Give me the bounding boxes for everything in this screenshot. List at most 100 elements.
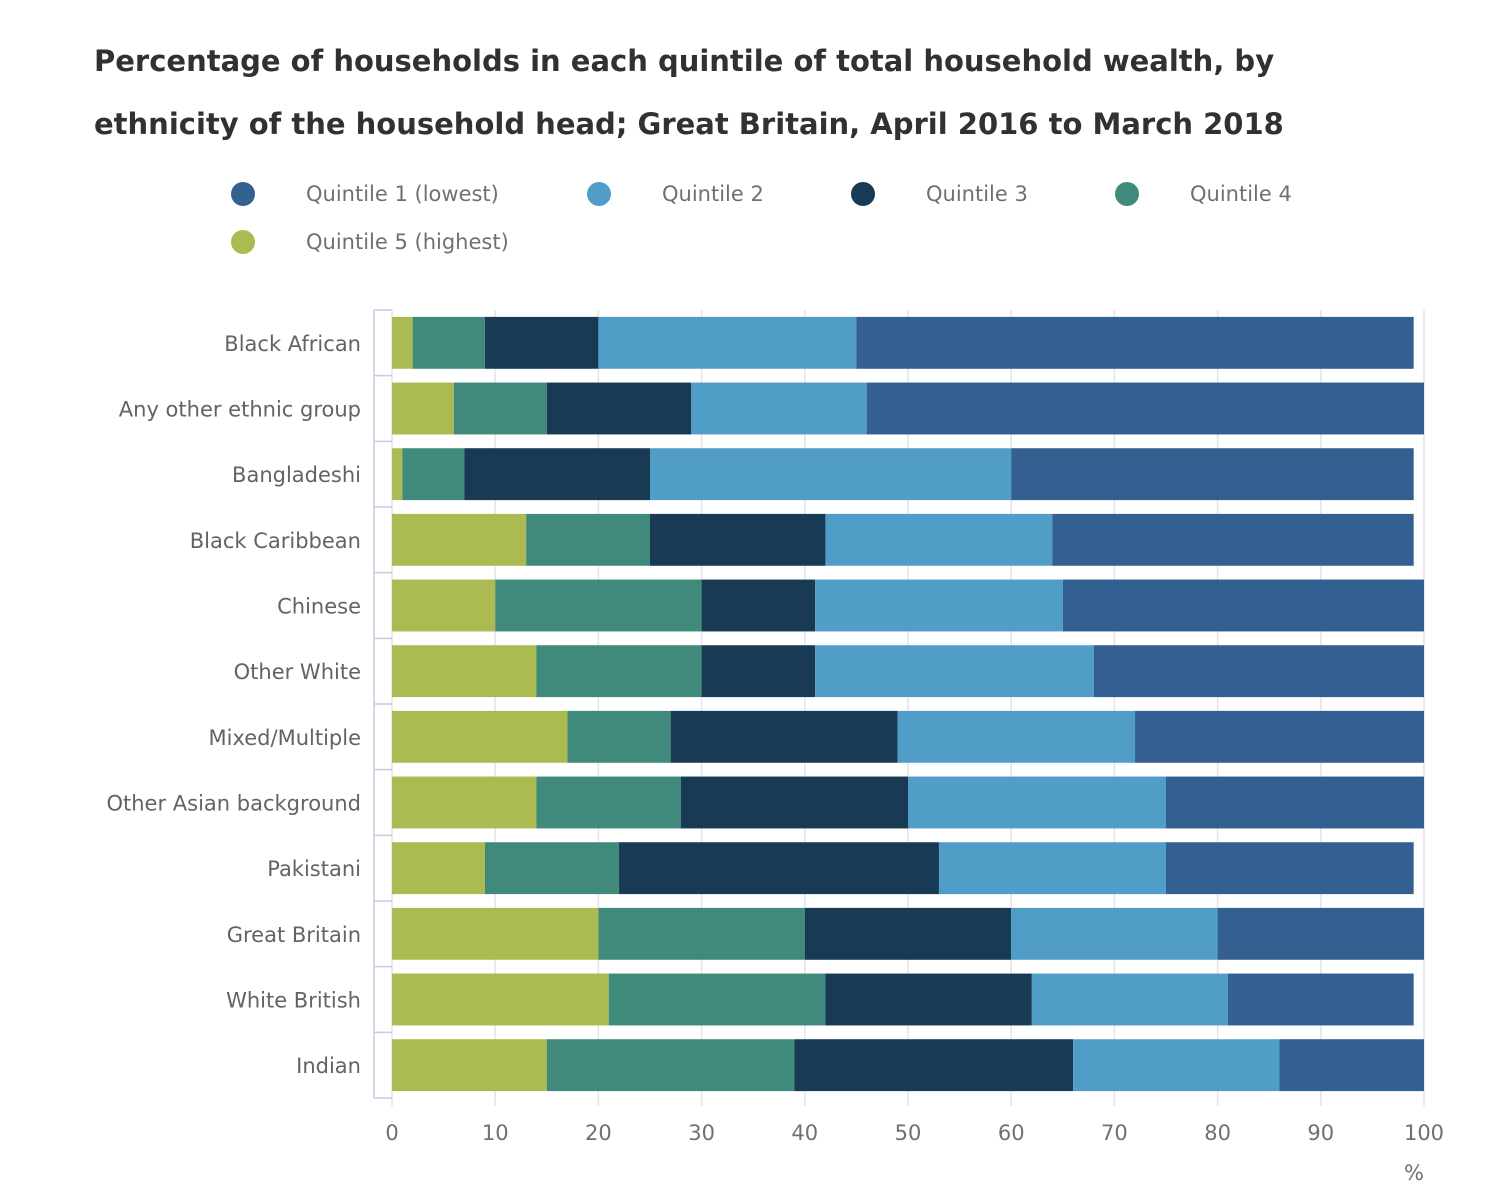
bar-bangladeshi-quintile-5-highest[interactable] [392,448,403,501]
bar-pakistani-quintile-4[interactable] [484,842,620,895]
bar-pakistani-quintile-2[interactable] [938,842,1166,895]
legend-label-quintile-5: Quintile 5 (highest) [306,230,509,254]
bar-great-britain-quintile-2[interactable] [1011,907,1218,960]
y-tick-label-mixed-multiple: Mixed/Multiple [209,726,361,750]
bar-mixed-multiple-quintile-5-highest[interactable] [392,710,568,763]
legend-marker-quintile-5 [231,230,255,254]
bar-bangladeshi-quintile-4[interactable] [402,448,465,501]
bar-indian-quintile-1-lowest[interactable] [1279,1039,1424,1092]
bar-black-caribbean-quintile-2[interactable] [825,513,1053,566]
y-tick-label-white-british: White British [226,989,361,1013]
y-tick-label-any-other-ethnic-group: Any other ethnic group [119,398,361,422]
legend-label-quintile-1: Quintile 1 (lowest) [306,182,499,206]
bar-black-caribbean-quintile-4[interactable] [526,513,650,566]
gridlines [391,310,1425,1106]
bar-great-britain-quintile-4[interactable] [598,907,805,960]
bar-great-britain-quintile-1-lowest[interactable] [1217,907,1424,960]
legend-item-quintile-5[interactable]: Quintile 5 (highest) [231,230,509,254]
x-tick-label-80: 80 [1204,1121,1231,1145]
bar-black-african-quintile-2[interactable] [598,316,857,369]
bar-bangladeshi-quintile-2[interactable] [650,448,1012,501]
bar-any-other-ethnic-group-quintile-5-highest[interactable] [392,382,454,435]
legend-label-quintile-3: Quintile 3 [926,182,1028,206]
bar-pakistani-quintile-1-lowest[interactable] [1166,842,1414,895]
bar-any-other-ethnic-group-quintile-3[interactable] [546,382,692,435]
chart-title: Percentage of households in each quintil… [94,30,1394,156]
bar-black-african-quintile-3[interactable] [484,316,599,369]
bar-chinese-quintile-1-lowest[interactable] [1062,579,1424,632]
bar-bangladeshi-quintile-3[interactable] [464,448,650,501]
bar-chinese-quintile-3[interactable] [701,579,816,632]
bars [392,316,1424,1092]
bar-pakistani-quintile-3[interactable] [619,842,939,895]
legend-label-quintile-2: Quintile 2 [662,182,764,206]
legend-label-quintile-4: Quintile 4 [1190,182,1292,206]
x-tick-label-60: 60 [998,1121,1025,1145]
bar-other-asian-background-quintile-1-lowest[interactable] [1166,776,1424,829]
bar-white-british-quintile-5-highest[interactable] [392,973,609,1026]
legend-item-quintile-1[interactable]: Quintile 1 (lowest) [231,182,499,206]
bar-mixed-multiple-quintile-4[interactable] [567,710,671,763]
bar-pakistani-quintile-5-highest[interactable] [392,842,485,895]
bar-black-caribbean-quintile-1-lowest[interactable] [1052,513,1414,566]
legend-marker-quintile-1 [231,182,255,206]
legend-marker-quintile-4 [1115,182,1139,206]
bar-white-british-quintile-2[interactable] [1031,973,1228,1026]
bar-mixed-multiple-quintile-1-lowest[interactable] [1135,710,1424,763]
bar-indian-quintile-3[interactable] [794,1039,1074,1092]
bar-other-white-quintile-3[interactable] [701,645,816,698]
y-tick-label-indian: Indian [296,1054,361,1078]
bar-white-british-quintile-1-lowest[interactable] [1227,973,1414,1026]
legend-item-quintile-4[interactable]: Quintile 4 [1115,182,1292,206]
bar-other-white-quintile-1-lowest[interactable] [1093,645,1424,698]
bar-other-white-quintile-2[interactable] [815,645,1094,698]
y-tick-label-black-caribbean: Black Caribbean [190,529,361,553]
bar-black-african-quintile-1-lowest[interactable] [856,316,1414,369]
bar-indian-quintile-2[interactable] [1073,1039,1280,1092]
bar-other-asian-background-quintile-4[interactable] [536,776,681,829]
bar-chinese-quintile-2[interactable] [815,579,1063,632]
bar-indian-quintile-5-highest[interactable] [392,1039,547,1092]
bar-black-african-quintile-4[interactable] [412,316,485,369]
y-tick-label-other-asian-background: Other Asian background [106,792,361,816]
x-tick-label-70: 70 [1101,1121,1128,1145]
x-tick-label-50: 50 [895,1121,922,1145]
bar-other-asian-background-quintile-5-highest[interactable] [392,776,537,829]
bar-bangladeshi-quintile-1-lowest[interactable] [1011,448,1414,501]
bar-mixed-multiple-quintile-3[interactable] [670,710,898,763]
bar-other-white-quintile-5-highest[interactable] [392,645,537,698]
bar-other-asian-background-quintile-2[interactable] [908,776,1166,829]
bar-any-other-ethnic-group-quintile-1-lowest[interactable] [866,382,1424,435]
bar-black-caribbean-quintile-5-highest[interactable] [392,513,527,566]
legend-marker-quintile-3 [851,182,875,206]
bar-any-other-ethnic-group-quintile-2[interactable] [691,382,867,435]
x-tick-label-90: 90 [1307,1121,1334,1145]
x-axis-label: % [1404,1161,1424,1185]
bar-indian-quintile-4[interactable] [546,1039,795,1092]
bar-mixed-multiple-quintile-2[interactable] [897,710,1136,763]
bar-white-british-quintile-3[interactable] [825,973,1032,1026]
y-axis: Black African Any other ethnic group Bangl… [106,309,392,1099]
x-tick-label-10: 10 [482,1121,509,1145]
chart-legend: Quintile 1 (lowest) Quintile 2 Quintile … [0,0,1496,270]
bar-chinese-quintile-5-highest[interactable] [392,579,496,632]
y-tick-label-other-white: Other White [234,660,361,684]
bar-great-britain-quintile-5-highest[interactable] [392,907,599,960]
bar-chinese-quintile-4[interactable] [495,579,702,632]
bar-other-asian-background-quintile-3[interactable] [680,776,908,829]
bar-black-caribbean-quintile-3[interactable] [650,513,826,566]
bar-other-white-quintile-4[interactable] [536,645,702,698]
legend-item-quintile-3[interactable]: Quintile 3 [851,182,1028,206]
y-tick-label-black-african: Black African [224,332,361,356]
chart-title-line-1: Percentage of households in each quintil… [94,44,1275,78]
legend-item-quintile-2[interactable]: Quintile 2 [587,182,764,206]
x-tick-label-40: 40 [791,1121,818,1145]
x-tick-label-20: 20 [585,1121,612,1145]
y-tick-label-pakistani: Pakistani [267,857,361,881]
bar-great-britain-quintile-3[interactable] [804,907,1012,960]
x-tick-label-0: 0 [385,1121,398,1145]
bar-any-other-ethnic-group-quintile-4[interactable] [453,382,547,435]
bar-black-african-quintile-5-highest[interactable] [392,316,413,369]
bar-white-british-quintile-4[interactable] [608,973,826,1026]
